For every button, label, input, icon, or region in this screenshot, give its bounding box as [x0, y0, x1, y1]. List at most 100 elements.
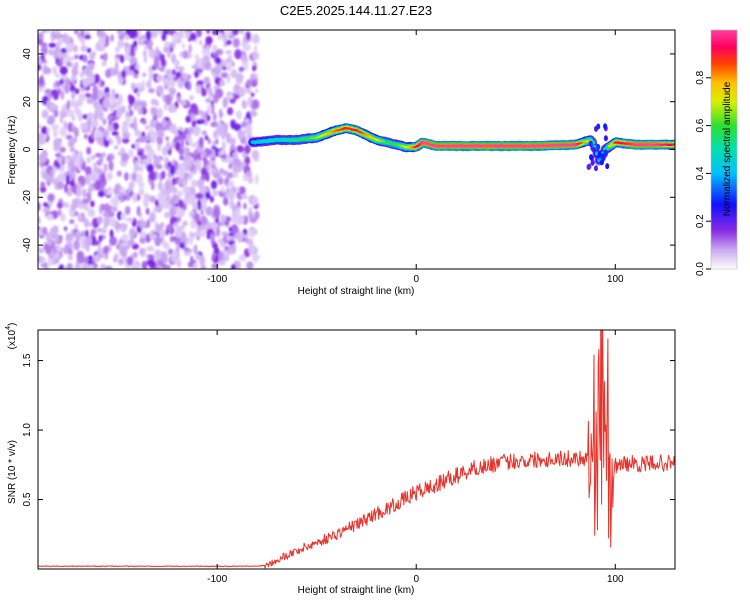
noise-blob	[42, 30, 46, 34]
noise-blob	[44, 67, 52, 75]
noise-blob	[103, 163, 108, 173]
ridge-cell	[650, 143, 653, 147]
noise-blob	[38, 137, 44, 146]
noise-blob	[187, 126, 194, 135]
noise-blob	[134, 141, 141, 151]
noise-blob	[77, 213, 83, 223]
noise-blob	[63, 226, 68, 232]
spectrogram-y-label: Frequency (Hz)	[7, 116, 18, 185]
noise-blob	[100, 203, 105, 212]
noise-blob	[86, 156, 92, 164]
noise-blob	[78, 93, 86, 102]
ridge-cell	[589, 154, 593, 161]
ridge-cell	[276, 138, 279, 141]
noise-blob	[179, 169, 185, 180]
noise-blob	[232, 151, 239, 160]
colorbar-tick-label: 0.2	[695, 214, 706, 228]
noise-blob	[51, 227, 56, 237]
noise-blob	[53, 81, 57, 89]
noise-blob	[105, 265, 113, 269]
noise-blob	[223, 255, 230, 262]
noise-blob	[105, 68, 112, 79]
noise-blob	[66, 109, 75, 118]
noise-blob	[237, 129, 244, 140]
noise-blob	[68, 122, 72, 133]
noise-blob	[174, 131, 179, 137]
noise-blob	[198, 39, 203, 46]
noise-blob	[143, 193, 151, 200]
noise-blob	[196, 146, 202, 153]
noise-blob	[120, 70, 127, 79]
noise-blob	[60, 90, 65, 100]
noise-blob	[72, 45, 79, 53]
noise-blob	[248, 244, 256, 255]
noise-blob	[206, 114, 211, 122]
noise-blob	[236, 110, 242, 120]
noise-blob	[91, 154, 96, 160]
noise-blob	[117, 39, 125, 49]
svg-text:(x104): (x104)	[5, 323, 18, 350]
noise-blob	[175, 38, 182, 44]
noise-blob	[158, 129, 162, 137]
noise-blob	[48, 48, 55, 56]
noise-blob	[246, 261, 254, 269]
noise-blob	[200, 167, 208, 177]
noise-blob	[114, 46, 120, 53]
noise-blob	[74, 88, 80, 95]
ridge-cell	[525, 144, 528, 148]
ridge-cell	[630, 142, 634, 146]
noise-blob	[146, 218, 151, 228]
noise-blob	[74, 198, 81, 203]
noise-blob	[71, 74, 75, 83]
noise-blob	[244, 144, 251, 154]
noise-blob	[131, 262, 139, 269]
noise-blob	[132, 122, 138, 131]
noise-blob	[100, 263, 107, 269]
noise-blob	[246, 79, 253, 86]
noise-blob	[144, 144, 152, 151]
noise-blob	[148, 49, 156, 59]
noise-blob	[221, 231, 229, 236]
noise-blob	[138, 188, 145, 196]
noise-blob	[57, 31, 61, 40]
noise-blob	[124, 50, 131, 61]
noise-blob	[236, 218, 245, 225]
noise-blob	[252, 65, 256, 72]
noise-blob	[41, 109, 49, 119]
noise-blob	[188, 194, 195, 205]
noise-blob	[245, 237, 249, 244]
noise-blob	[228, 163, 233, 170]
noise-blob	[189, 95, 194, 101]
noise-blob	[46, 99, 51, 110]
noise-blob	[227, 107, 234, 116]
noise-blob	[132, 192, 138, 203]
noise-blob	[119, 188, 126, 193]
noise-blob	[38, 33, 44, 40]
ridge-cell	[336, 128, 340, 132]
noise-blob	[69, 219, 75, 225]
ridge-cell	[446, 144, 450, 148]
noise-blob	[215, 57, 222, 65]
noise-blob	[204, 60, 212, 71]
noise-blob	[255, 174, 259, 185]
noise-blob	[110, 34, 114, 42]
colorbar-tick-label: 0.8	[695, 70, 706, 84]
ridge-cell	[594, 165, 598, 172]
noise-blob	[171, 194, 179, 202]
ridge-cell	[588, 140, 593, 147]
snr-frame	[37, 329, 676, 570]
noise-blob	[180, 139, 185, 148]
noise-blob	[164, 156, 169, 164]
noise-blob	[251, 99, 260, 110]
colorbar-tick-label: 0.4	[695, 166, 706, 180]
ridge-cell	[459, 144, 463, 147]
noise-blob	[201, 200, 207, 211]
ridge-cell	[288, 138, 293, 142]
noise-blob	[187, 136, 193, 146]
ridge-cell	[262, 139, 266, 143]
noise-blob	[169, 235, 175, 243]
noise-blob	[213, 172, 220, 179]
ridge-cell	[603, 123, 608, 130]
y-tick-label: 1.0	[22, 423, 33, 437]
noise-blob	[114, 61, 119, 70]
